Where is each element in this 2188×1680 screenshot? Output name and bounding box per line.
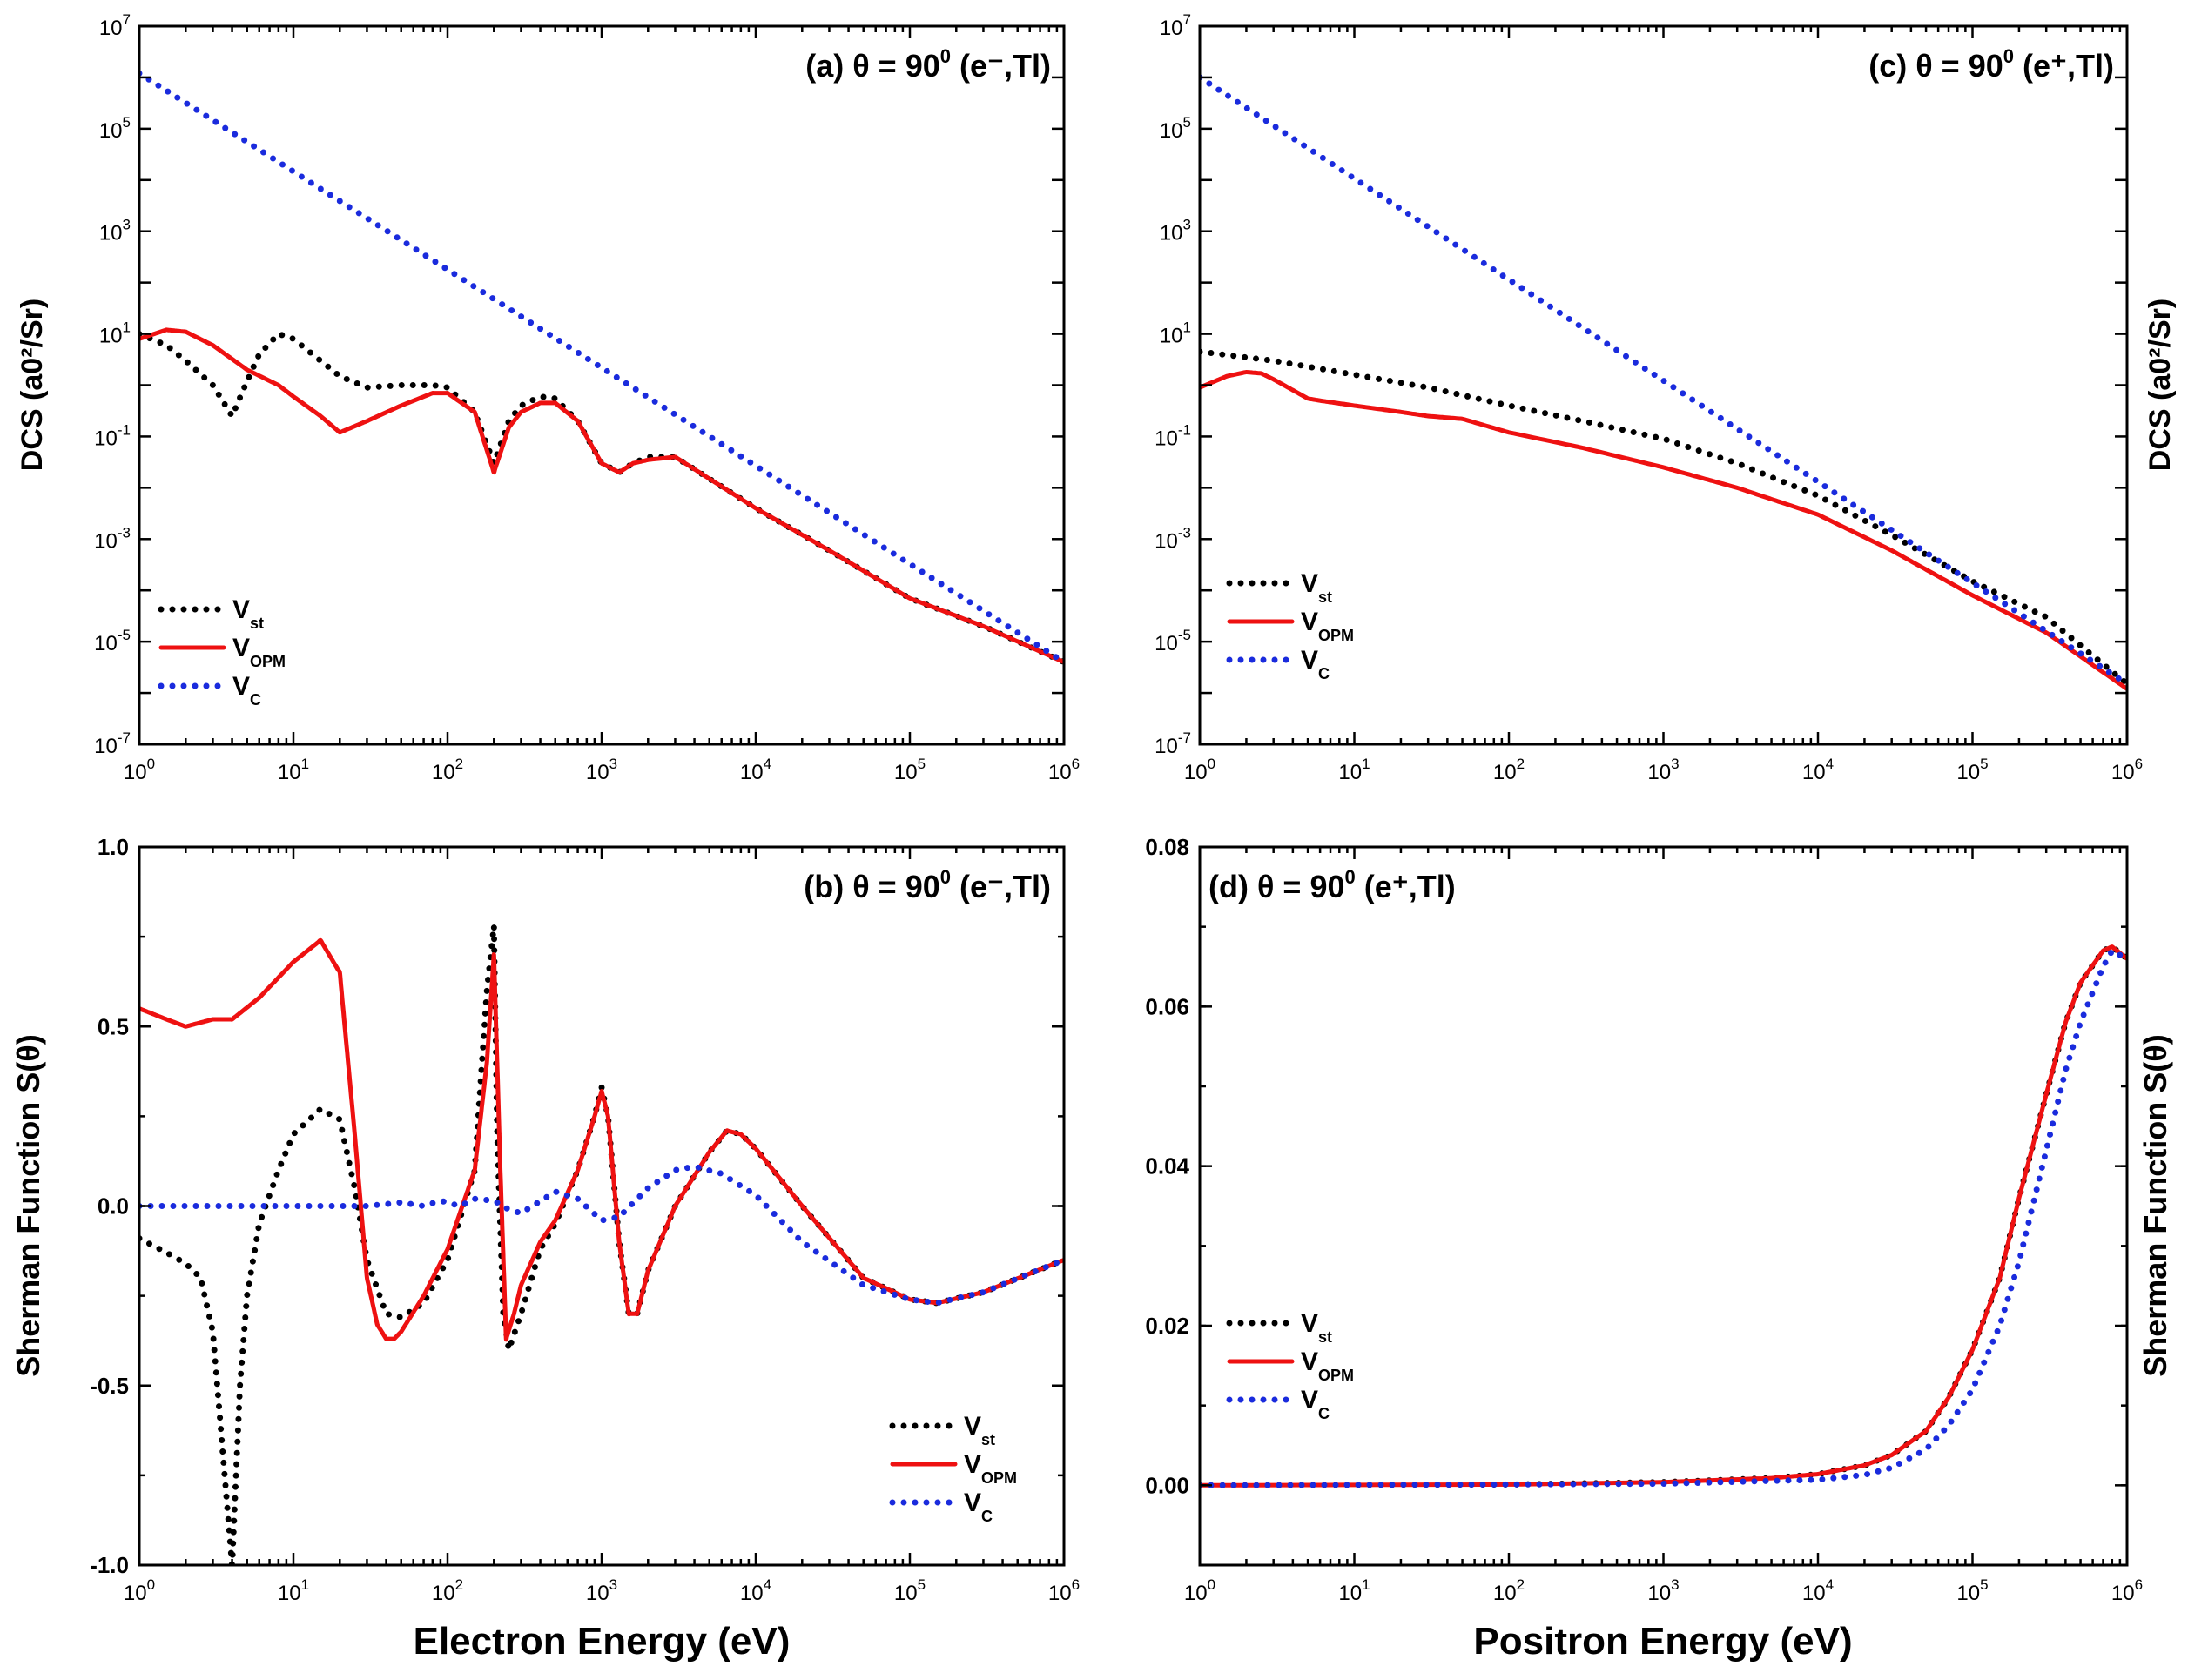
series-group-c xyxy=(1200,74,2127,691)
x-axis-label-electron: Electron Energy (eV) xyxy=(414,1620,791,1663)
x-axis-label-positron: Positron Energy (eV) xyxy=(1473,1620,1852,1663)
y-axis-label-sherman-left: Sherman Function S(θ) xyxy=(10,1034,46,1376)
x-tick-label-a: 102 xyxy=(432,756,463,784)
x-tick-label-a: 101 xyxy=(278,756,309,784)
y-axis-label-dcs-left: DCS (a0²/Sr) xyxy=(16,299,49,471)
panel-title-c: (c) θ = 900 (e⁺,Tl) xyxy=(1868,45,2114,84)
x-tick-label-d: 104 xyxy=(1802,1576,1834,1605)
series-line-b-vst xyxy=(139,922,1064,1565)
x-tick-label-d: 100 xyxy=(1184,1576,1215,1605)
series-line-b-vopm xyxy=(139,937,1064,1342)
x-tick-label-b: 106 xyxy=(1048,1576,1080,1605)
x-tick-label-d: 106 xyxy=(2111,1576,2143,1605)
y-tick-label-c: 10-1 xyxy=(1155,421,1191,450)
panel-b: 100 101 102 103 104 105 106 -1.0 -0.5 0.0 0.5 1.0 (b… xyxy=(90,834,1080,1605)
y-tick-label-a: 10-5 xyxy=(94,627,131,655)
x-tick-label-b: 104 xyxy=(740,1576,771,1605)
y-tick-label-c: 101 xyxy=(1160,319,1191,348)
y-tick-label-b: -0.5 xyxy=(90,1373,129,1399)
y-tick-label-a: 10-1 xyxy=(94,421,131,450)
y-tick-label-d: 0.04 xyxy=(1145,1153,1189,1179)
x-tick-label-a: 104 xyxy=(740,756,771,784)
y-tick-label-c: 107 xyxy=(1160,11,1191,40)
y-tick-label-b: -1.0 xyxy=(90,1552,129,1578)
y-tick-label-c: 10-5 xyxy=(1155,627,1191,655)
series-line-d-vst xyxy=(1200,944,2127,1488)
x-tick-label-b: 102 xyxy=(432,1576,463,1605)
y-tick-label-b: 0.0 xyxy=(98,1193,129,1220)
legend-label-vc: VC xyxy=(1301,646,1330,682)
x-tick-label-c: 105 xyxy=(1956,756,1988,784)
series-line-c-vopm xyxy=(1200,369,2127,691)
x-tick-label-d: 105 xyxy=(1956,1576,1988,1605)
y-tick-label-a: 105 xyxy=(99,114,131,143)
legend-label-vopm: VOPM xyxy=(232,634,286,670)
y-tick-label-c: 10-7 xyxy=(1155,729,1191,758)
x-tick-label-d: 102 xyxy=(1493,1576,1525,1605)
y-tick-label-c: 10-3 xyxy=(1155,524,1191,553)
x-tick-label-a: 106 xyxy=(1048,756,1080,784)
y-tick-label-c: 105 xyxy=(1160,114,1191,143)
x-tick-label-b: 100 xyxy=(124,1576,155,1605)
series-line-d-vopm xyxy=(1200,944,2127,1488)
x-tick-label-b: 105 xyxy=(894,1576,926,1605)
y-tick-label-d: 0.08 xyxy=(1145,834,1189,860)
legend-label-vc: VC xyxy=(1301,1386,1330,1422)
x-tick-label-c: 104 xyxy=(1802,756,1834,784)
series-line-a-vc xyxy=(139,70,1064,666)
series-group-a xyxy=(139,70,1064,666)
x-tick-label-c: 103 xyxy=(1647,756,1679,784)
series-line-a-vst xyxy=(139,331,1064,666)
x-tick-label-b: 101 xyxy=(278,1576,309,1605)
legend-label-vopm: VOPM xyxy=(1301,608,1354,644)
y-tick-label-d: 0.00 xyxy=(1145,1472,1189,1498)
y-tick-label-a: 101 xyxy=(99,319,131,348)
panel-c: 100 101 102 103 104 105 106 10-7 10-5 10-3 10-1 101… xyxy=(1155,11,2143,784)
legend-label-vst: Vst xyxy=(1301,569,1332,606)
legend-label-vopm: VOPM xyxy=(1301,1347,1354,1384)
y-tick-label-a: 10-7 xyxy=(94,729,131,758)
panel-title-d: (d) θ = 900 (e⁺,Tl) xyxy=(1208,866,1456,904)
y-axis-label-sherman-right: Sherman Function S(θ) xyxy=(2138,1034,2173,1376)
panel-title-a: (a) θ = 900 (e⁻,Tl) xyxy=(805,45,1051,84)
legend-label-vst: Vst xyxy=(232,595,264,632)
y-tick-label-a: 10-3 xyxy=(94,524,131,553)
legend-label-vst: Vst xyxy=(964,1412,995,1448)
y-tick-label-c: 103 xyxy=(1160,217,1191,245)
x-tick-label-a: 105 xyxy=(894,756,926,784)
series-line-c-vst xyxy=(1200,348,2127,688)
y-tick-label-d: 0.06 xyxy=(1145,993,1189,1019)
x-tick-label-d: 103 xyxy=(1647,1576,1679,1605)
y-tick-label-d: 0.02 xyxy=(1145,1313,1189,1339)
y-axis-label-dcs-right: DCS (a0²/Sr) xyxy=(2144,299,2177,471)
x-tick-label-b: 103 xyxy=(586,1576,617,1605)
x-tick-label-c: 100 xyxy=(1184,756,1215,784)
x-tick-label-d: 101 xyxy=(1338,1576,1370,1605)
x-tick-label-a: 100 xyxy=(124,756,155,784)
x-tick-label-c: 106 xyxy=(2111,756,2143,784)
legend-label-vc: VC xyxy=(964,1488,993,1525)
series-line-d-vc xyxy=(1200,947,2127,1488)
series-line-a-vopm xyxy=(139,327,1064,665)
legend-label-vopm: VOPM xyxy=(964,1450,1017,1487)
series-line-c-vc xyxy=(1200,74,2127,688)
y-tick-label-a: 107 xyxy=(99,11,131,40)
plot-frame-d xyxy=(1198,845,2129,1567)
x-tick-label-a: 103 xyxy=(586,756,617,784)
panel-title-b: (b) θ = 900 (e⁻,Tl) xyxy=(804,866,1051,904)
legend-label-vst: Vst xyxy=(1301,1309,1332,1346)
panel-d: 100 101 102 103 104 105 106 0.00 0.02 0.04 0.06 0.0… xyxy=(1145,834,2143,1605)
panel-a: 100 101 102 103 104 105 106 10-7 10-5 10-3 10-1 101… xyxy=(94,11,1080,784)
series-line-b-vc xyxy=(139,1163,1064,1307)
x-tick-label-c: 101 xyxy=(1338,756,1370,784)
legend-label-vc: VC xyxy=(232,672,261,709)
x-tick-label-c: 102 xyxy=(1493,756,1525,784)
y-tick-label-b: 1.0 xyxy=(98,834,129,860)
y-tick-label-a: 103 xyxy=(99,217,131,245)
y-tick-label-b: 0.5 xyxy=(98,1013,129,1039)
series-group-b xyxy=(139,922,1064,1565)
series-group-d xyxy=(1200,944,2127,1488)
